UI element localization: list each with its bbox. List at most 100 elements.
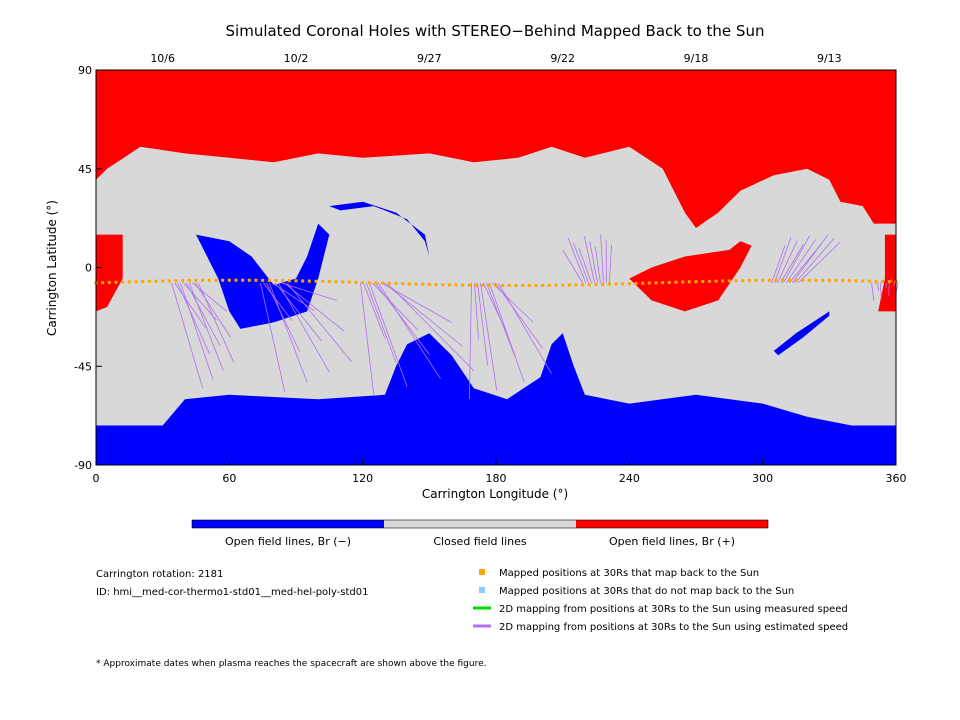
mapping-line: [794, 237, 835, 284]
mapped-position-marker: [801, 278, 805, 282]
mapping-line: [268, 282, 308, 383]
date-tick-label: 9/13: [817, 52, 842, 65]
legend-label: Mapped positions at 30Rs that do not map…: [499, 586, 794, 597]
y-axis-label: Carrington Latitude (°): [45, 200, 59, 336]
mapping-line: [281, 282, 337, 301]
colorbar-frame: [191, 519, 769, 529]
mapped-position-marker: [221, 278, 225, 282]
mapped-position-marker: [454, 283, 458, 287]
mapped-position-marker: [387, 281, 391, 285]
mapped-positions: [94, 278, 898, 287]
mapping-line: [372, 282, 419, 331]
colorbar-label: Closed field lines: [433, 535, 527, 548]
mapping-line: [377, 282, 441, 379]
mapped-position-marker: [887, 280, 891, 284]
mapped-position-marker: [674, 280, 678, 284]
mapping-line: [578, 248, 592, 283]
mapped-position-marker: [161, 279, 165, 283]
mapped-position-marker: [854, 279, 858, 283]
region-open-positive-mid-lobe: [629, 241, 752, 312]
mapping-line: [791, 234, 829, 284]
mapping-line: [608, 244, 612, 283]
mapped-position-marker: [554, 283, 558, 287]
date-tick-label: 9/27: [417, 52, 442, 65]
legend-marker: [479, 587, 485, 593]
mapped-position-marker: [621, 282, 625, 286]
date-tick-label: 9/18: [684, 52, 709, 65]
mapping-line: [783, 235, 810, 284]
mapped-position-marker: [707, 279, 711, 283]
mapped-position-marker: [494, 283, 498, 287]
mapped-position-marker: [434, 283, 438, 287]
mapping-line: [194, 282, 231, 338]
mapped-position-marker: [747, 279, 751, 283]
mapped-position-marker: [607, 282, 611, 286]
mapped-position-marker: [421, 282, 425, 286]
mapped-position-marker: [834, 279, 838, 283]
mapped-position-marker: [227, 278, 231, 282]
region-open-negative-south: [96, 333, 896, 465]
mapped-position-marker: [141, 280, 145, 284]
colorbar-segment: [192, 520, 384, 528]
mapped-position-marker: [767, 278, 771, 282]
mapped-position-marker: [294, 279, 298, 283]
region-open-positive-west-lobe: [96, 234, 123, 312]
x-tick-label: 0: [93, 472, 100, 485]
top-date-axis: 10/6 10/2 9/27 9/22 9/18 9/13: [150, 52, 842, 76]
mapped-position-marker: [367, 281, 371, 285]
mapped-position-marker: [841, 279, 845, 283]
mapped-position-marker: [447, 283, 451, 287]
carrington-rotation: Carrington rotation: 2181: [96, 569, 223, 580]
axes: 0 60 120 180 240 300 360 90 45 0 -45 -90: [74, 64, 906, 485]
x-tick-label: 120: [352, 472, 373, 485]
mapping-line: [177, 282, 210, 355]
mapping-lines: [171, 234, 899, 400]
footnote: * Approximate dates when plasma reaches …: [96, 659, 487, 669]
region-open-negative-arc: [329, 201, 430, 257]
mapped-position-marker: [254, 278, 258, 282]
mapping-line: [492, 282, 534, 323]
mapping-line: [277, 282, 330, 373]
open-field-regions: [96, 70, 896, 465]
mapped-position-marker: [734, 279, 738, 283]
mapped-position-marker: [694, 280, 698, 284]
mapping-line: [286, 282, 352, 363]
mapped-position-marker: [807, 278, 811, 282]
synoptic-map: [94, 69, 899, 466]
y-tick-label: 90: [78, 64, 92, 77]
mapped-position-marker: [787, 278, 791, 282]
mapped-position-marker: [321, 279, 325, 283]
legend-label: 2D mapping from positions at 30Rs to the…: [499, 622, 848, 633]
legend-marker: [479, 569, 485, 575]
mapping-line: [771, 245, 786, 283]
mapped-position-marker: [527, 283, 531, 287]
colorbar-label: Open field lines, Br (+): [609, 535, 735, 548]
mapping-line: [497, 282, 552, 374]
mapped-position-marker: [687, 280, 691, 284]
mapping-line: [600, 234, 604, 283]
mapped-position-marker: [394, 281, 398, 285]
mapped-position-marker: [287, 279, 291, 283]
mapped-position-marker: [601, 282, 605, 286]
mapped-position-marker: [521, 283, 525, 287]
mapped-position-marker: [107, 280, 111, 284]
mapped-position-marker: [474, 283, 478, 287]
mapping-line: [188, 282, 224, 372]
mapping-line: [363, 282, 386, 339]
mapping-line: [786, 239, 817, 284]
mapped-position-marker: [567, 283, 571, 287]
mapped-position-marker: [334, 280, 338, 284]
mapping-line: [474, 282, 479, 340]
mapped-position-marker: [307, 279, 311, 283]
mapping-line: [374, 282, 430, 355]
x-tick-label: 360: [886, 472, 907, 485]
mapped-position-marker: [361, 280, 365, 284]
mapping-line: [888, 282, 890, 296]
mapped-position-marker: [827, 278, 831, 282]
mapped-position-marker: [207, 278, 211, 282]
model-id: ID: hmi__med-cor-thermo1-std01__med-hel-…: [96, 587, 369, 598]
mapped-position-marker: [581, 283, 585, 287]
mapping-line: [562, 249, 584, 284]
mapped-position-marker: [647, 281, 651, 285]
